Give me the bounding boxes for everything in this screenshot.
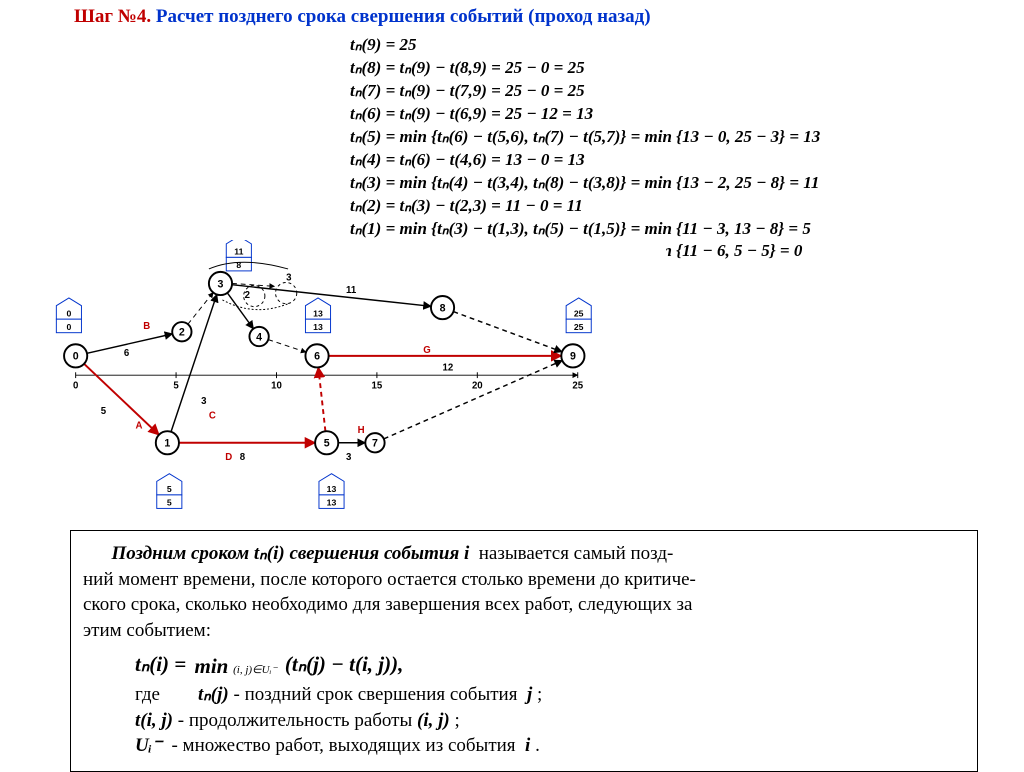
formulas-block: tₙ(9) = 25 tₙ(8) = tₙ(9) − t(8,9) = 25 −… bbox=[350, 34, 820, 263]
svg-text:H: H bbox=[358, 425, 365, 436]
formula-line: tₙ(2) = tₙ(3) − t(2,3) = 11 − 0 = 11 bbox=[350, 195, 820, 218]
svg-text:5: 5 bbox=[167, 498, 172, 508]
svg-text:10: 10 bbox=[271, 381, 282, 392]
svg-text:E: E bbox=[259, 240, 266, 243]
svg-text:8: 8 bbox=[236, 260, 241, 270]
svg-text:D: D bbox=[225, 452, 232, 463]
svg-text:4: 4 bbox=[256, 331, 262, 343]
svg-text:2: 2 bbox=[245, 290, 250, 301]
def-where: где tₙ(j) - поздний срок свершения событ… bbox=[135, 682, 965, 708]
svg-text:3: 3 bbox=[218, 278, 224, 290]
svg-text:3: 3 bbox=[286, 273, 292, 284]
svg-text:5: 5 bbox=[101, 406, 107, 417]
svg-text:13: 13 bbox=[327, 498, 337, 508]
formula-line: tₙ(8) = tₙ(9) − t(8,9) = 25 − 0 = 25 bbox=[350, 57, 820, 80]
step-number: Шаг №4. bbox=[74, 6, 151, 27]
svg-text:15: 15 bbox=[372, 381, 383, 392]
def-text: свершения события bbox=[289, 543, 464, 564]
svg-text:G: G bbox=[423, 345, 430, 356]
svg-text:3: 3 bbox=[346, 452, 352, 463]
svg-text:12: 12 bbox=[443, 362, 454, 373]
formula-line: tₙ(9) = 25 bbox=[350, 34, 820, 57]
svg-text:1: 1 bbox=[164, 438, 170, 450]
svg-text:5: 5 bbox=[324, 438, 330, 450]
sym-i: i bbox=[464, 543, 469, 564]
min-text: min bbox=[195, 654, 229, 678]
formula-line: tₙ(1) = min {tₙ(3) − t(1,3), tₙ(5) − t(1… bbox=[350, 218, 820, 241]
title-text: Расчет позднего срока свершения событий … bbox=[156, 6, 651, 27]
def-text: ского срока, сколько необходимо для заве… bbox=[83, 594, 692, 615]
svg-text:6: 6 bbox=[124, 348, 130, 359]
sym-j: j bbox=[527, 684, 532, 705]
definition-box: Поздним сроком tₙ(i) свершения события i… bbox=[70, 530, 978, 772]
svg-text:0: 0 bbox=[66, 308, 71, 318]
svg-text:20: 20 bbox=[472, 381, 483, 392]
svg-text:B: B bbox=[143, 321, 150, 332]
formula-line: tₙ(5) = min {tₙ(6) − t(5,6), tₙ(7) − t(5… bbox=[350, 126, 820, 149]
page-title: Шаг №4. Расчет позднего срока свершения … bbox=[74, 6, 982, 28]
min-sub: (i, j)∈Uᵢ⁻ bbox=[233, 664, 277, 676]
sym-tn-i: tₙ(i) bbox=[254, 543, 285, 564]
def-text: называется самый позд- bbox=[479, 543, 674, 564]
svg-text:25: 25 bbox=[574, 308, 584, 318]
svg-text:8: 8 bbox=[440, 302, 446, 314]
formula-line: tₙ(6) = tₙ(9) − t(6,9) = 25 − 12 = 13 bbox=[350, 103, 820, 126]
svg-text:13: 13 bbox=[313, 322, 323, 332]
where-label: где bbox=[135, 684, 160, 705]
sym-i2: i bbox=[525, 735, 530, 756]
svg-text:11: 11 bbox=[346, 285, 357, 296]
sym-tij: t(i, j) bbox=[135, 710, 173, 731]
network-diagram: 05101520255A6B3C2E8D3H1112G3012345678900… bbox=[26, 240, 666, 520]
svg-text:13: 13 bbox=[327, 484, 337, 494]
svg-text:2: 2 bbox=[179, 327, 185, 339]
def-text: ний момент времени, после которого остае… bbox=[83, 569, 696, 590]
svg-text:3: 3 bbox=[201, 396, 207, 407]
svg-text:0: 0 bbox=[73, 381, 78, 392]
sym-tn-j: tₙ(j) bbox=[198, 684, 229, 705]
svg-text:C: C bbox=[209, 411, 216, 422]
min-operator: min (i, j)∈Uᵢ⁻ bbox=[195, 656, 278, 677]
def-line: t(i, j) - продолжительность работы (i, j… bbox=[135, 708, 965, 734]
svg-text:11: 11 bbox=[234, 246, 243, 256]
svg-text:5: 5 bbox=[173, 381, 179, 392]
formula-line: tₙ(3) = min {tₙ(4) − t(3,4), tₙ(8) − t(3… bbox=[350, 172, 820, 195]
def-formula: tₙ(i) = min (i, j)∈Uᵢ⁻ (tₙ(j) − t(i, j))… bbox=[135, 650, 965, 679]
svg-text:25: 25 bbox=[572, 381, 583, 392]
svg-text:7: 7 bbox=[372, 438, 378, 450]
svg-text:A: A bbox=[136, 420, 143, 431]
def-d1: - поздний срок свершения события bbox=[234, 684, 523, 705]
svg-text:13: 13 bbox=[313, 308, 323, 318]
sym-ij: (i, j) bbox=[417, 710, 450, 731]
def-d2: - продолжительность работы bbox=[178, 710, 417, 731]
def-para: Поздним сроком tₙ(i) свершения события i… bbox=[83, 541, 965, 644]
formula-rhs: (tₙ(j) − t(i, j)), bbox=[285, 652, 403, 676]
def-text: Поздним сроком bbox=[112, 543, 254, 564]
svg-text:0: 0 bbox=[73, 351, 79, 363]
svg-text:8: 8 bbox=[240, 452, 246, 463]
def-line: Uᵢ⁻ - множество работ, выходящих из собы… bbox=[135, 733, 965, 759]
formula-line: tₙ(4) = tₙ(6) − t(4,6) = 13 − 0 = 13 bbox=[350, 149, 820, 172]
sym-ui: Uᵢ⁻ bbox=[135, 735, 162, 756]
svg-text:25: 25 bbox=[574, 322, 584, 332]
svg-text:9: 9 bbox=[570, 351, 576, 363]
def-text: этим событием: bbox=[83, 620, 211, 641]
def-d3: - множество работ, выходящих из события bbox=[171, 735, 520, 756]
formula-lhs: tₙ(i) = bbox=[135, 652, 192, 676]
formula-line: tₙ(7) = tₙ(9) − t(7,9) = 25 − 0 = 25 bbox=[350, 80, 820, 103]
svg-text:5: 5 bbox=[167, 484, 172, 494]
svg-text:0: 0 bbox=[66, 322, 71, 332]
svg-text:6: 6 bbox=[314, 351, 320, 363]
